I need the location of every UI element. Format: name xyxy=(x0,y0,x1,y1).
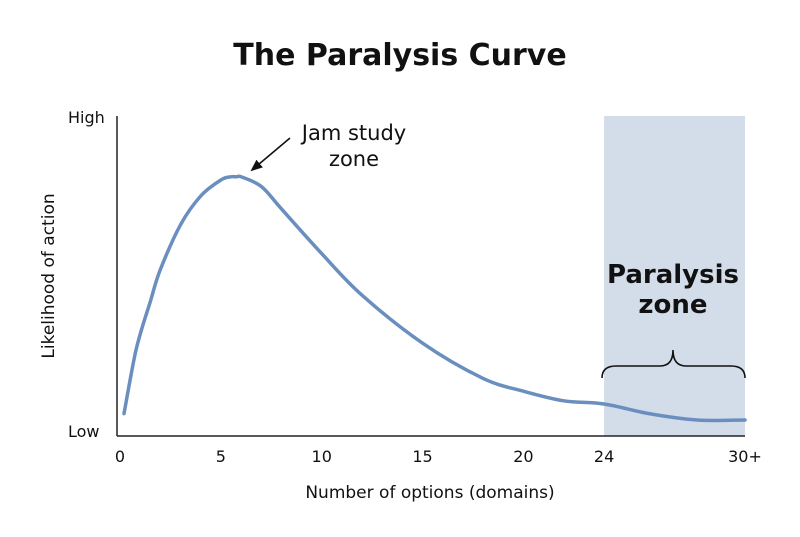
paralysis-zone-label-line-1: Paralysis xyxy=(607,260,739,290)
annotation-jam-study-line-2: zone xyxy=(329,147,379,171)
x-tick-label-0: 0 xyxy=(115,447,125,466)
paralysis-zone-region xyxy=(604,116,745,436)
chart-title: The Paralysis Curve xyxy=(233,38,566,73)
annotation-arrow xyxy=(250,137,291,172)
x-tick-label-24: 24 xyxy=(594,447,614,466)
x-tick-label-30: 30+ xyxy=(728,447,762,466)
paralysis-zone-label-line-2: zone xyxy=(638,290,707,320)
y-tick-label-high: High xyxy=(68,108,105,127)
y-tick-label-low: Low xyxy=(68,422,100,441)
x-tick-label-5: 5 xyxy=(216,447,226,466)
x-tick-labels: 0 5 10 15 20 24 30+ xyxy=(115,447,762,466)
annotation-jam-study-line-1: Jam study xyxy=(300,121,406,145)
series-line xyxy=(122,174,747,423)
x-axis-label: Number of options (domains) xyxy=(305,483,554,503)
paralysis-zone-brace xyxy=(601,349,746,379)
x-tick-label-15: 15 xyxy=(412,447,432,466)
x-tick-label-20: 20 xyxy=(513,447,533,466)
y-axis-label: Likelihood of action xyxy=(39,193,59,358)
x-tick-label-10: 10 xyxy=(312,447,332,466)
